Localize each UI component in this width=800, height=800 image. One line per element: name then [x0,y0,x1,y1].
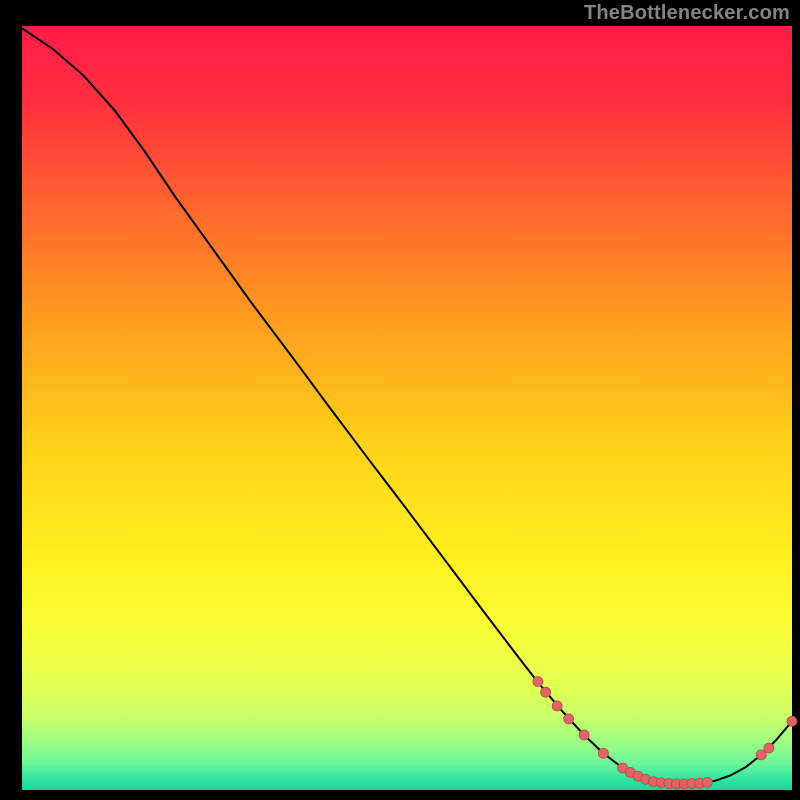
data-marker [787,716,797,726]
data-marker [533,677,543,687]
chart-container: TheBottlenecker.com [0,0,800,800]
data-marker [598,748,608,758]
data-marker [579,730,589,740]
data-marker [702,777,712,787]
data-marker [541,687,551,697]
bottleneck-chart [0,0,800,800]
data-marker [564,714,574,724]
data-marker [552,701,562,711]
data-marker [764,743,774,753]
watermark-text: TheBottlenecker.com [584,2,790,25]
